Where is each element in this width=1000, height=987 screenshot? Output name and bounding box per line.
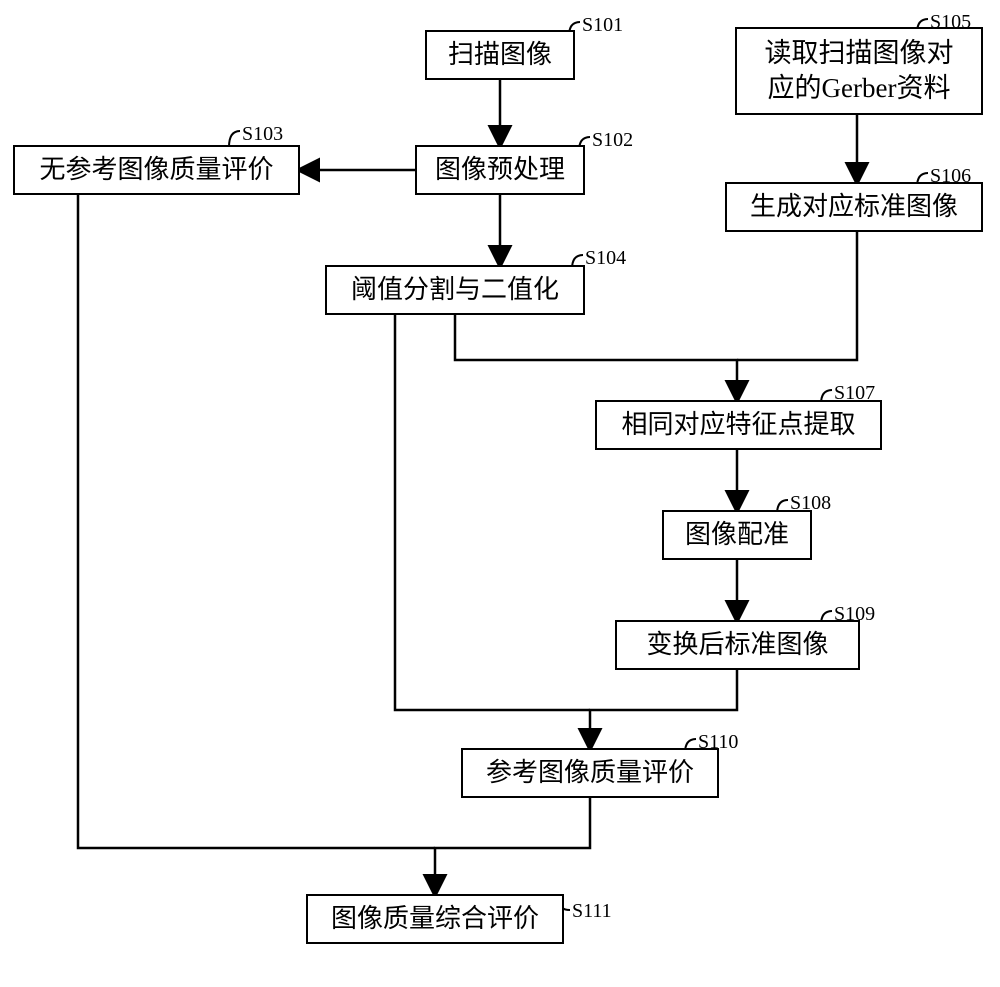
label-s104: S104: [585, 247, 626, 270]
node-s108: 图像配准: [662, 510, 812, 560]
node-text: 变换后标准图像: [646, 628, 828, 662]
node-s111: 图像质量综合评价: [306, 894, 564, 944]
label-s107: S107: [834, 382, 875, 405]
label-s110: S110: [698, 731, 738, 754]
node-text: 阈值分割与二值化: [351, 273, 559, 307]
label-s103: S103: [242, 123, 283, 146]
arrow-5: [737, 232, 857, 360]
node-s106: 生成对应标准图像: [725, 182, 983, 232]
node-text: 图像配准: [685, 518, 789, 552]
arrow-4: [455, 315, 737, 400]
node-text: 无参考图像质量评价: [39, 153, 273, 187]
label-s109: S109: [834, 603, 875, 626]
label-s106: S106: [930, 165, 971, 188]
label-s108: S108: [790, 492, 831, 515]
node-text: 生成对应标准图像: [750, 190, 958, 224]
node-s101: 扫描图像: [425, 30, 575, 80]
node-text: 相同对应特征点提取: [621, 408, 855, 442]
label-s101: S101: [582, 14, 623, 37]
node-s105: 读取扫描图像对 应的Gerber资料: [735, 27, 983, 115]
node-text: 参考图像质量评价: [486, 756, 694, 790]
node-text: 图像预处理: [435, 153, 565, 187]
node-s102: 图像预处理: [415, 145, 585, 195]
node-s107: 相同对应特征点提取: [595, 400, 882, 450]
node-text: 图像质量综合评价: [331, 902, 539, 936]
node-s110: 参考图像质量评价: [461, 748, 719, 798]
arrow-10: [435, 798, 590, 894]
label-s102: S102: [592, 129, 633, 152]
label-s111: S111: [572, 900, 612, 923]
node-text: 扫描图像: [448, 38, 552, 72]
node-s103: 无参考图像质量评价: [13, 145, 300, 195]
node-text: 读取扫描图像对 应的Gerber资料: [765, 36, 954, 106]
node-s104: 阈值分割与二值化: [325, 265, 585, 315]
label-s105: S105: [930, 11, 971, 34]
arrow-9: [395, 315, 590, 710]
node-s109: 变换后标准图像: [615, 620, 860, 670]
